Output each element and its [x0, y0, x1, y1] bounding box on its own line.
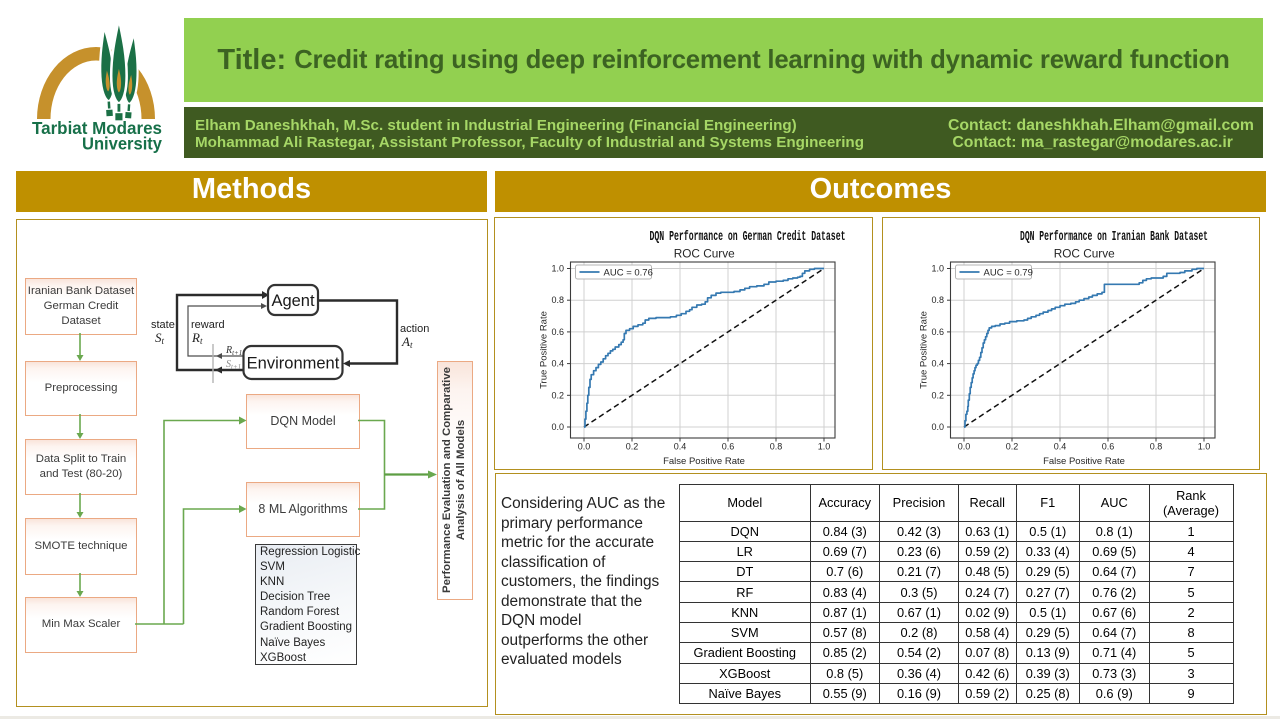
svg-text:0.6: 0.6 — [931, 327, 944, 337]
svg-text:0.0: 0.0 — [551, 422, 564, 432]
svg-text:DQN Performance on German Cred: DQN Performance on German Credit Dataset — [650, 230, 846, 245]
svg-text:AUC = 0.79: AUC = 0.79 — [984, 268, 1033, 279]
svg-text:St+1: St+1 — [226, 359, 241, 371]
svg-text:0.2: 0.2 — [1006, 442, 1019, 452]
svg-text:1.0: 1.0 — [551, 264, 564, 274]
svg-text:ROC Curve: ROC Curve — [1054, 247, 1115, 261]
svg-text:reward: reward — [191, 319, 225, 331]
svg-text:0.8: 0.8 — [1150, 442, 1163, 452]
svg-text:False Positive Rate: False Positive Rate — [663, 456, 745, 467]
svg-text:0.4: 0.4 — [1054, 442, 1067, 452]
svg-text:0.0: 0.0 — [958, 442, 971, 452]
svg-text:0.8: 0.8 — [551, 295, 564, 305]
svg-text:1.0: 1.0 — [818, 442, 831, 452]
svg-text:0.8: 0.8 — [770, 442, 783, 452]
svg-text:0.4: 0.4 — [551, 359, 564, 369]
svg-text:1.0: 1.0 — [931, 264, 944, 274]
svg-text:0.4: 0.4 — [931, 359, 944, 369]
svg-text:1.0: 1.0 — [1198, 442, 1211, 452]
svg-text:True Positive Rate: True Positive Rate — [919, 311, 930, 389]
svg-text:0.0: 0.0 — [931, 422, 944, 432]
svg-text:0.2: 0.2 — [551, 390, 564, 400]
svg-text:0.6: 0.6 — [551, 327, 564, 337]
svg-text:0.2: 0.2 — [931, 390, 944, 400]
svg-text:0.4: 0.4 — [674, 442, 687, 452]
svg-text:action: action — [400, 323, 429, 335]
svg-text:Environment: Environment — [247, 355, 340, 373]
svg-text:0.6: 0.6 — [722, 442, 735, 452]
svg-text:state: state — [151, 319, 175, 331]
svg-text:ROC Curve: ROC Curve — [674, 247, 735, 261]
svg-text:True Positive Rate: True Positive Rate — [539, 311, 550, 389]
svg-text:Tarbiat Modares: Tarbiat Modares — [32, 118, 162, 138]
svg-text:University: University — [82, 134, 162, 154]
svg-text:Rt: Rt — [191, 330, 203, 346]
svg-text:0.6: 0.6 — [1102, 442, 1115, 452]
svg-text:False Positive Rate: False Positive Rate — [1043, 456, 1125, 467]
svg-text:St: St — [155, 330, 165, 346]
svg-text:0.0: 0.0 — [578, 442, 591, 452]
svg-text:AUC = 0.76: AUC = 0.76 — [604, 268, 653, 279]
svg-text:Agent: Agent — [271, 292, 315, 310]
svg-text:0.8: 0.8 — [931, 295, 944, 305]
svg-text:0.2: 0.2 — [626, 442, 639, 452]
svg-text:DQN Performance on Iranian Ban: DQN Performance on Iranian Bank Dataset — [1020, 230, 1208, 245]
svg-text:At: At — [401, 334, 413, 350]
svg-text:Rt+1: Rt+1 — [225, 345, 242, 357]
